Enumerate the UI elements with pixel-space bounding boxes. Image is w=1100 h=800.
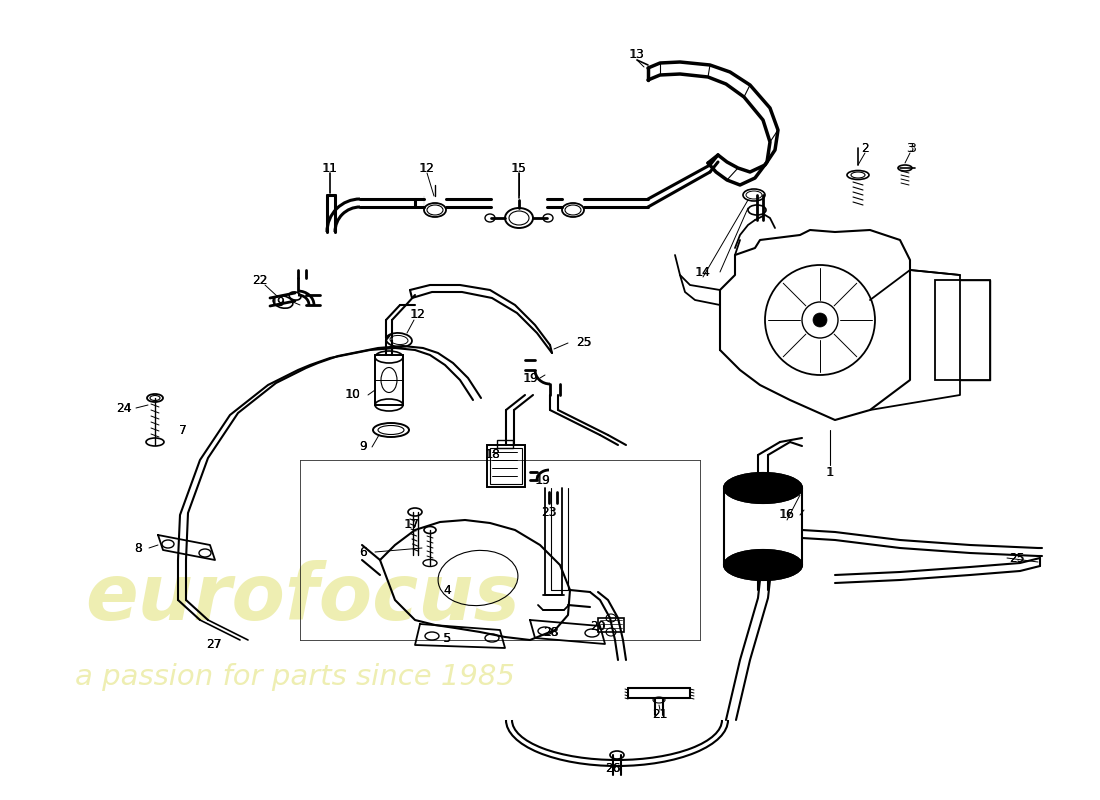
Text: 21: 21 bbox=[652, 709, 668, 722]
Text: 9: 9 bbox=[360, 441, 366, 454]
Text: 27: 27 bbox=[206, 638, 222, 651]
Bar bbox=[935, 280, 990, 380]
Text: 17: 17 bbox=[404, 518, 420, 531]
Text: 15: 15 bbox=[512, 162, 527, 174]
Text: 8: 8 bbox=[134, 542, 142, 554]
Text: 12: 12 bbox=[410, 309, 426, 322]
Bar bbox=[375, 355, 403, 405]
Text: a passion for parts since 1985: a passion for parts since 1985 bbox=[75, 663, 515, 691]
Text: 26: 26 bbox=[605, 762, 620, 774]
Text: 1: 1 bbox=[826, 466, 834, 478]
Text: 19: 19 bbox=[524, 371, 539, 385]
Text: 7: 7 bbox=[179, 423, 187, 437]
Text: 24: 24 bbox=[117, 402, 132, 414]
Text: 27: 27 bbox=[207, 638, 221, 651]
Text: 25: 25 bbox=[576, 337, 592, 350]
Text: 20: 20 bbox=[591, 621, 605, 634]
Text: 7: 7 bbox=[179, 423, 187, 437]
Text: 3: 3 bbox=[906, 142, 914, 154]
Text: 21: 21 bbox=[652, 709, 668, 722]
Text: 23: 23 bbox=[541, 506, 557, 519]
Ellipse shape bbox=[724, 473, 802, 503]
Text: 2: 2 bbox=[861, 142, 869, 154]
Text: 19: 19 bbox=[524, 371, 539, 385]
Text: 12: 12 bbox=[410, 309, 426, 322]
Text: 14: 14 bbox=[695, 266, 711, 278]
Text: 9: 9 bbox=[359, 441, 367, 454]
Text: 13: 13 bbox=[629, 49, 645, 62]
Text: 18: 18 bbox=[485, 449, 501, 462]
Text: 28: 28 bbox=[543, 626, 559, 639]
Text: 28: 28 bbox=[543, 626, 559, 639]
Text: 12: 12 bbox=[419, 162, 435, 174]
Text: 18: 18 bbox=[485, 449, 501, 462]
Text: eurofocus: eurofocus bbox=[85, 560, 520, 636]
Text: 25: 25 bbox=[576, 337, 592, 350]
Text: 3: 3 bbox=[909, 142, 916, 154]
Text: 14: 14 bbox=[695, 266, 711, 278]
Text: 11: 11 bbox=[322, 162, 338, 174]
Text: 6: 6 bbox=[359, 546, 367, 558]
Text: 19: 19 bbox=[536, 474, 550, 486]
Text: 4: 4 bbox=[443, 585, 451, 598]
Bar bbox=[490, 448, 522, 484]
Text: 16: 16 bbox=[780, 509, 794, 522]
Text: 1: 1 bbox=[826, 466, 834, 478]
Text: 17: 17 bbox=[405, 518, 419, 531]
Text: 25: 25 bbox=[1010, 551, 1024, 565]
Text: 16: 16 bbox=[779, 509, 795, 522]
Text: 12: 12 bbox=[419, 162, 435, 174]
Text: 22: 22 bbox=[253, 274, 267, 286]
Text: 11: 11 bbox=[322, 162, 338, 174]
Text: 20: 20 bbox=[590, 621, 606, 634]
Text: 22: 22 bbox=[252, 274, 268, 286]
Text: 24: 24 bbox=[117, 402, 132, 414]
Text: 13: 13 bbox=[629, 49, 645, 62]
Text: 8: 8 bbox=[134, 542, 142, 554]
Text: 23: 23 bbox=[541, 506, 557, 519]
Text: 6: 6 bbox=[360, 546, 366, 558]
Bar bbox=[487, 445, 525, 487]
Text: 25: 25 bbox=[1009, 551, 1025, 565]
Text: 19: 19 bbox=[535, 474, 551, 486]
Text: 5: 5 bbox=[443, 631, 451, 645]
Text: 2: 2 bbox=[861, 142, 869, 154]
Text: 19: 19 bbox=[271, 295, 286, 309]
Bar bbox=[598, 618, 624, 632]
Text: 4: 4 bbox=[443, 585, 451, 598]
Text: 5: 5 bbox=[443, 631, 451, 645]
Text: 19: 19 bbox=[271, 295, 286, 309]
Text: 10: 10 bbox=[345, 389, 361, 402]
Bar bbox=[497, 440, 513, 448]
Ellipse shape bbox=[724, 550, 802, 580]
Text: 15: 15 bbox=[512, 162, 527, 174]
Circle shape bbox=[813, 313, 827, 327]
Text: 10: 10 bbox=[345, 389, 361, 402]
Text: 26: 26 bbox=[605, 762, 620, 774]
